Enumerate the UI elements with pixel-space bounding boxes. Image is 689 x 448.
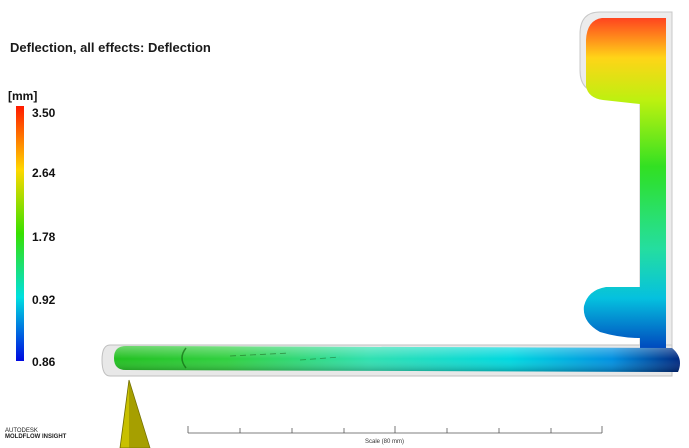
autodesk-moldflow-logo: AUTODESK MOLDFLOW INSIGHT: [5, 428, 66, 440]
brand-line-2: MOLDFLOW INSIGHT: [5, 434, 66, 440]
scale-label: Scale (80 mm): [365, 439, 404, 445]
